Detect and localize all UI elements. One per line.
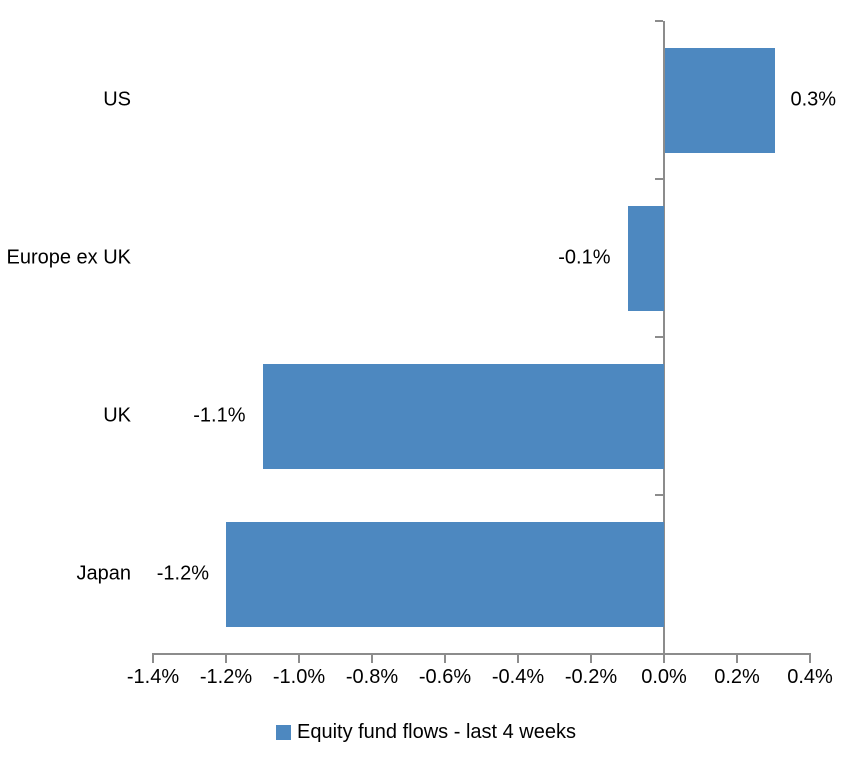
category-boundary-tick (655, 494, 663, 496)
x-tick-label-6: -0.2% (564, 666, 618, 688)
category-boundary-tick (655, 336, 663, 338)
x-tick-label-9: 0.4% (787, 666, 833, 688)
x-tick-label-3: -0.8% (345, 666, 399, 688)
legend: Equity fund flows - last 4 weeks (0, 721, 852, 744)
data-label-uk: -1.1% (193, 404, 246, 427)
x-axis-tick (371, 655, 373, 663)
category-boundary-tick (655, 20, 663, 22)
category-label-europe-ex-uk: Europe ex UK (6, 246, 131, 269)
x-axis-tick (444, 655, 446, 663)
data-label-europe-ex-uk: -0.1% (558, 246, 611, 269)
bar-europe-ex-uk (627, 205, 664, 311)
legend-marker-icon (275, 725, 291, 740)
legend-label: Equity fund flows - last 4 weeks (296, 721, 576, 743)
x-axis-line (152, 653, 811, 655)
category-boundary-tick (655, 178, 663, 180)
category-label-uk: UK (103, 404, 131, 427)
category-label-us: US (103, 88, 131, 111)
x-axis-tick (590, 655, 592, 663)
x-axis-tick (225, 655, 227, 663)
data-label-japan: -1.2% (156, 562, 209, 585)
x-tick-label-7: 0.0% (641, 666, 687, 688)
zero-axis-line (663, 21, 665, 653)
bar-us (665, 47, 775, 153)
x-axis-tick (663, 655, 665, 663)
x-axis-tick (517, 655, 519, 663)
bar-uk (262, 363, 664, 469)
x-tick-label-2: -1.0% (272, 666, 326, 688)
x-axis-tick (809, 655, 811, 663)
x-axis-tick (298, 655, 300, 663)
x-axis-tick (736, 655, 738, 663)
category-label-japan: Japan (76, 562, 132, 585)
x-tick-label-8: 0.2% (714, 666, 760, 688)
bar-japan (226, 521, 664, 627)
x-tick-label-4: -0.6% (418, 666, 472, 688)
data-label-us: 0.3% (790, 88, 837, 111)
x-tick-label-5: -0.4% (491, 666, 545, 688)
x-tick-label-0: -1.4% (126, 666, 180, 688)
x-tick-label-1: -1.2% (199, 666, 253, 688)
x-axis-tick (152, 655, 154, 663)
